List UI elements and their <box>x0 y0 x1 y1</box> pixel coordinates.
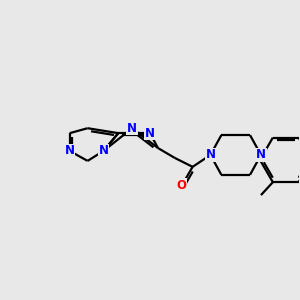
Text: N: N <box>206 148 215 161</box>
Text: N: N <box>127 122 137 135</box>
Text: N: N <box>256 148 266 161</box>
Text: N: N <box>98 145 108 158</box>
Text: O: O <box>177 179 187 192</box>
Text: N: N <box>65 145 75 158</box>
Text: N: N <box>145 127 155 140</box>
